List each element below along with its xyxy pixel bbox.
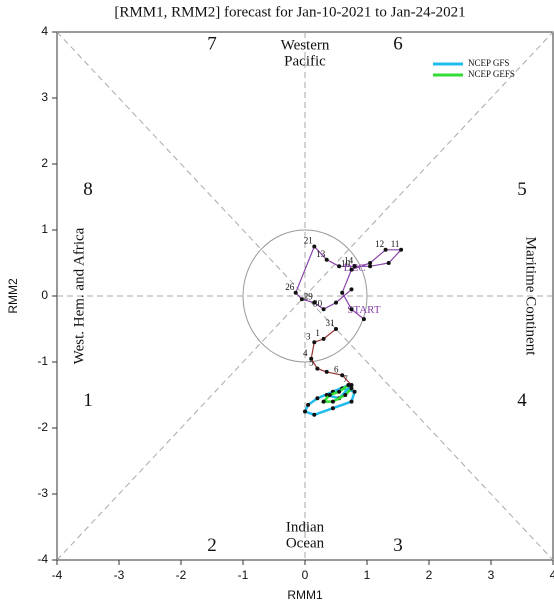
series-line (303, 383, 357, 417)
point-label: 13 (316, 249, 326, 259)
data-point (315, 396, 320, 401)
y-tick-label: 0 (41, 288, 48, 302)
x-tick-label: 4 (550, 568, 554, 582)
data-point (352, 389, 357, 394)
phase-label: 8 (83, 179, 93, 200)
region-label: Ocean (286, 535, 325, 551)
region-label: Western (281, 37, 330, 53)
data-point (352, 264, 357, 269)
data-point (299, 297, 304, 302)
phase-label: 4 (517, 390, 527, 411)
region-label: Pacific (284, 53, 326, 69)
data-point (383, 247, 388, 252)
x-tick-label: -4 (52, 568, 63, 582)
data-point (312, 412, 317, 417)
data-point (399, 247, 404, 252)
data-point (343, 393, 348, 397)
point-label: 4 (303, 348, 308, 358)
data-point (349, 386, 354, 391)
data-point (293, 290, 298, 295)
y-axis-label: RMM2 (6, 278, 20, 314)
data-point (321, 307, 326, 312)
point-label: 1 (315, 328, 320, 338)
point-label: 14 (344, 255, 354, 265)
data-point (349, 287, 354, 292)
region-label: Indian (286, 519, 325, 535)
data-point (337, 264, 342, 269)
data-point (361, 317, 366, 322)
y-tick-label: 2 (41, 156, 48, 170)
y-tick-label: 4 (41, 24, 48, 38)
data-point (330, 406, 335, 411)
point-label: 31 (326, 318, 335, 328)
data-point (349, 383, 354, 388)
y-tick-label: -4 (37, 552, 48, 566)
data-point (309, 356, 314, 361)
point-label: 5 (309, 358, 314, 368)
data-point (303, 409, 307, 414)
x-tick-label: -2 (176, 568, 187, 582)
data-point (324, 257, 329, 262)
legend-label: NCEP GFS (468, 58, 509, 68)
x-tick-label: 2 (426, 568, 433, 582)
data-point (312, 300, 317, 305)
data-point (349, 399, 354, 404)
point-label: 7 (343, 374, 348, 384)
data-point (368, 261, 373, 265)
data-point (327, 393, 332, 397)
x-axis-label: RMM1 (287, 588, 323, 602)
point-label: 21 (304, 236, 313, 246)
data-point (349, 267, 354, 272)
y-tick-label: -3 (37, 486, 48, 500)
y-tick-label: -2 (37, 420, 48, 434)
point-label: 12 (375, 239, 384, 249)
point-label: 26 (285, 282, 295, 292)
x-tick-label: -1 (238, 568, 249, 582)
chart-title: [RMM1, RMM2] forecast for Jan-10-2021 to… (114, 4, 465, 20)
unit-circle (242, 229, 368, 363)
x-tick-label: 1 (364, 568, 371, 582)
legend-label: NCEP GEFS (468, 69, 515, 79)
region-label: West. Hem. and Africa (71, 227, 87, 364)
point-label: 11 (391, 239, 400, 249)
phase-label: 1 (83, 390, 93, 411)
phase-label: 2 (207, 535, 217, 556)
y-tick-label: -1 (37, 354, 48, 368)
data-point (340, 290, 345, 295)
data-point (306, 402, 311, 407)
data-point (312, 244, 317, 249)
phase-label: 7 (207, 34, 217, 55)
phase-label: 3 (393, 535, 403, 556)
data-point (330, 399, 335, 404)
data-point (312, 340, 317, 345)
y-tick-label: 1 (41, 222, 48, 236)
y-tick-label: 3 (41, 90, 48, 104)
phase-label: 5 (517, 179, 527, 200)
data-point (337, 389, 342, 394)
point-label: 30 (313, 298, 323, 308)
data-point (340, 373, 345, 378)
x-tick-label: 0 (302, 568, 309, 582)
region-label: Maritime Continent (523, 237, 539, 357)
data-point (386, 261, 391, 265)
data-point (346, 383, 351, 388)
data-point (334, 300, 338, 305)
x-tick-label: -3 (114, 568, 125, 582)
data-point (315, 366, 320, 371)
data-point (321, 399, 326, 404)
x-tick-label: 3 (488, 568, 495, 582)
point-label: 29 (304, 292, 314, 302)
data-point (368, 264, 373, 269)
point-label: 6 (334, 364, 339, 374)
point-label: 3 (306, 331, 311, 341)
data-point (321, 336, 326, 341)
point-label: 10 (341, 259, 351, 269)
data-point (324, 369, 329, 374)
data-point (334, 327, 338, 331)
data-point (349, 307, 354, 312)
phase-label: 6 (393, 34, 403, 55)
